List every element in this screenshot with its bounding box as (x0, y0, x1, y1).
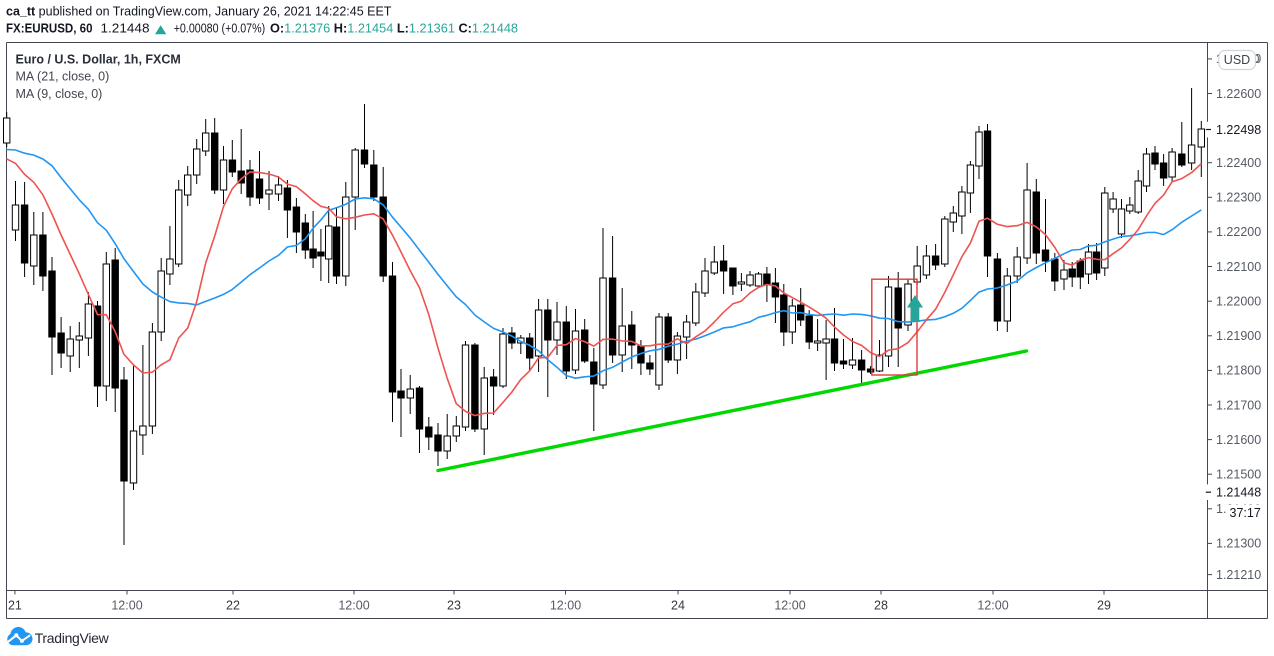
svg-text:12:00: 12:00 (774, 599, 805, 613)
svg-text:12:00: 12:00 (338, 599, 369, 613)
svg-text:TradingView: TradingView (35, 630, 110, 646)
svg-text:1.22400: 1.22400 (1216, 156, 1261, 170)
svg-text:MA (9, close, 0): MA (9, close, 0) (16, 87, 103, 101)
svg-text:29: 29 (1097, 599, 1111, 613)
svg-text:FX:EURUSD, 60: FX:EURUSD, 60 (6, 22, 93, 36)
svg-text:1.22300: 1.22300 (1216, 191, 1261, 205)
svg-text:1.21448: 1.21448 (101, 22, 150, 36)
svg-text:1.22600: 1.22600 (1216, 87, 1261, 101)
svg-text:O:1.21376 H:1.21454 L:1.21361: O:1.21376 H:1.21454 L:1.21361 C:1.21448 (270, 22, 518, 36)
svg-text:28: 28 (874, 599, 888, 613)
svg-text:21: 21 (8, 599, 22, 613)
svg-text:1.21448: 1.21448 (1216, 486, 1261, 500)
svg-text:1.21300: 1.21300 (1216, 537, 1261, 551)
svg-text:1.21900: 1.21900 (1216, 329, 1261, 343)
svg-text:1.21500: 1.21500 (1216, 468, 1261, 482)
svg-text:1.21210: 1.21210 (1216, 568, 1261, 582)
svg-text:22: 22 (226, 599, 240, 613)
svg-text:12:00: 12:00 (977, 599, 1008, 613)
svg-text:12:00: 12:00 (111, 599, 142, 613)
svg-text:Euro / U.S. Dollar, 1h, FXCM: Euro / U.S. Dollar, 1h, FXCM (16, 53, 181, 67)
svg-text:12:00: 12:00 (550, 599, 581, 613)
svg-text:24: 24 (671, 599, 685, 613)
svg-text:1.22100: 1.22100 (1216, 260, 1261, 274)
svg-text:1.22000: 1.22000 (1216, 295, 1261, 309)
svg-text:1.22200: 1.22200 (1216, 225, 1261, 239)
svg-text:1.21800: 1.21800 (1216, 364, 1261, 378)
svg-text:USD: USD (1224, 53, 1250, 67)
svg-text:+0.00080 (+0.07%): +0.00080 (+0.07%) (174, 22, 266, 36)
svg-text:MA (21, close, 0): MA (21, close, 0) (16, 70, 110, 84)
svg-text:23: 23 (447, 599, 461, 613)
svg-text:37:17: 37:17 (1230, 506, 1261, 520)
svg-text:1.21700: 1.21700 (1216, 398, 1261, 412)
svg-text:1.21600: 1.21600 (1216, 433, 1261, 447)
svg-text:ca_tt published on TradingView: ca_tt published on TradingView.com, Janu… (6, 5, 392, 19)
svg-text:1.22498: 1.22498 (1216, 123, 1261, 137)
